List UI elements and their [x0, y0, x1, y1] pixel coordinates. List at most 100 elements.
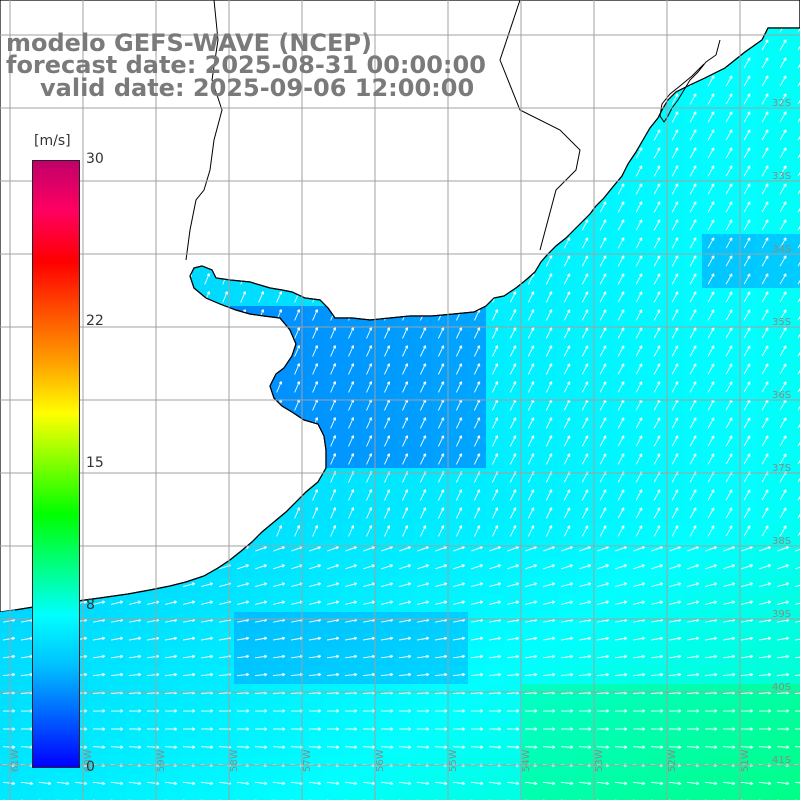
wind-arrow — [689, 273, 697, 285]
wind-arrow — [276, 291, 283, 303]
wind-arrow — [707, 363, 715, 375]
wind-arrow — [707, 345, 715, 357]
wind-arrow — [779, 183, 787, 195]
wind-arrow — [725, 165, 733, 177]
wind-speed-cell — [792, 432, 800, 450]
wind-speed-cell — [792, 36, 800, 54]
wind-arrow — [384, 363, 391, 375]
wind-arrow — [491, 327, 499, 339]
wind-speed-cell — [252, 792, 270, 800]
wind-arrow — [348, 363, 355, 375]
wind-speed-cell — [720, 792, 738, 800]
wind-arrow — [689, 111, 697, 123]
wind-arrow — [779, 39, 787, 51]
wind-arrow — [779, 129, 787, 141]
wind-arrow — [527, 291, 535, 303]
wind-arrow — [653, 309, 661, 321]
wind-arrow — [671, 345, 679, 357]
wind-arrow — [581, 237, 589, 249]
wind-arrow — [473, 381, 481, 393]
longitude-label: 61W — [10, 749, 21, 772]
wind-arrow — [707, 147, 715, 159]
wind-arrow — [707, 417, 715, 429]
wind-arrow — [761, 219, 769, 231]
wind-arrow — [581, 345, 589, 357]
wind-speed-cell — [648, 792, 666, 800]
wind-speed-cell — [792, 486, 800, 504]
wind-arrow — [563, 327, 571, 339]
wind-arrow — [635, 201, 643, 213]
wind-speed-cell — [270, 792, 288, 800]
wind-arrow — [294, 345, 301, 357]
wind-arrow — [635, 417, 643, 429]
wind-arrow — [689, 183, 697, 195]
wind-speed-cell — [180, 792, 198, 800]
wind-arrow — [725, 309, 733, 321]
wind-arrow — [725, 273, 733, 285]
wind-arrow — [384, 327, 391, 339]
wind-arrow — [581, 327, 589, 339]
wind-arrow — [761, 165, 769, 177]
wind-arrow — [761, 345, 769, 357]
wind-arrow — [689, 219, 697, 231]
wind-arrow — [294, 363, 301, 375]
wind-arrow — [402, 363, 409, 375]
wind-arrow — [797, 183, 800, 195]
latitude-label: 35S — [772, 317, 791, 328]
wind-arrow — [509, 381, 517, 393]
wind-arrow — [509, 417, 517, 429]
wind-speed-cell — [342, 792, 360, 800]
wind-arrow — [599, 381, 607, 393]
wind-arrow — [617, 327, 625, 339]
wind-arrow — [599, 273, 607, 285]
wind-arrow — [671, 255, 679, 267]
wind-arrow — [671, 363, 679, 375]
wind-speed-cell — [792, 594, 800, 612]
wind-arrow — [689, 201, 697, 213]
wind-arrow — [599, 327, 607, 339]
colorbar-tick-label: 15 — [86, 455, 104, 471]
wind-arrow — [671, 147, 679, 159]
wind-arrow — [761, 129, 769, 141]
wind-arrow — [294, 309, 301, 321]
wind-arrow — [312, 327, 319, 339]
wind-arrow — [348, 327, 355, 339]
wind-arrow — [797, 93, 800, 105]
wind-arrow — [617, 255, 625, 267]
wind-arrow — [258, 291, 265, 303]
wind-arrow — [545, 273, 553, 285]
wind-arrow — [743, 147, 751, 159]
wind-arrow — [348, 417, 355, 429]
wind-arrow — [689, 291, 697, 303]
wind-arrow — [725, 75, 733, 87]
wind-arrow — [635, 147, 643, 159]
wind-speed-cell — [414, 792, 432, 800]
wind-arrow — [509, 363, 517, 375]
wind-speed-cell — [792, 792, 800, 800]
wind-arrow — [240, 291, 246, 303]
wind-arrow — [384, 381, 391, 393]
wind-speed-cell — [198, 792, 216, 800]
wind-arrow — [689, 129, 697, 141]
wind-arrow — [797, 291, 800, 303]
longitude-label: 52W — [667, 749, 678, 772]
wind-arrow — [402, 381, 409, 393]
wind-arrow — [653, 147, 661, 159]
wind-arrow — [653, 363, 661, 375]
wind-arrow — [402, 417, 409, 429]
wind-arrow — [455, 417, 463, 429]
wind-speed-cell — [792, 90, 800, 108]
wind-arrow — [779, 417, 787, 429]
wind-arrow — [797, 75, 800, 87]
wind-arrow — [563, 291, 571, 303]
wind-arrow — [779, 345, 787, 357]
wind-arrow — [419, 417, 427, 429]
wind-arrow — [761, 381, 769, 393]
wind-arrow — [545, 255, 553, 267]
wind-arrow — [563, 363, 571, 375]
wind-arrow — [671, 381, 679, 393]
wind-arrow — [581, 309, 589, 321]
wind-arrow — [617, 237, 625, 249]
wind-arrow — [527, 309, 535, 321]
wind-arrow — [797, 21, 800, 33]
